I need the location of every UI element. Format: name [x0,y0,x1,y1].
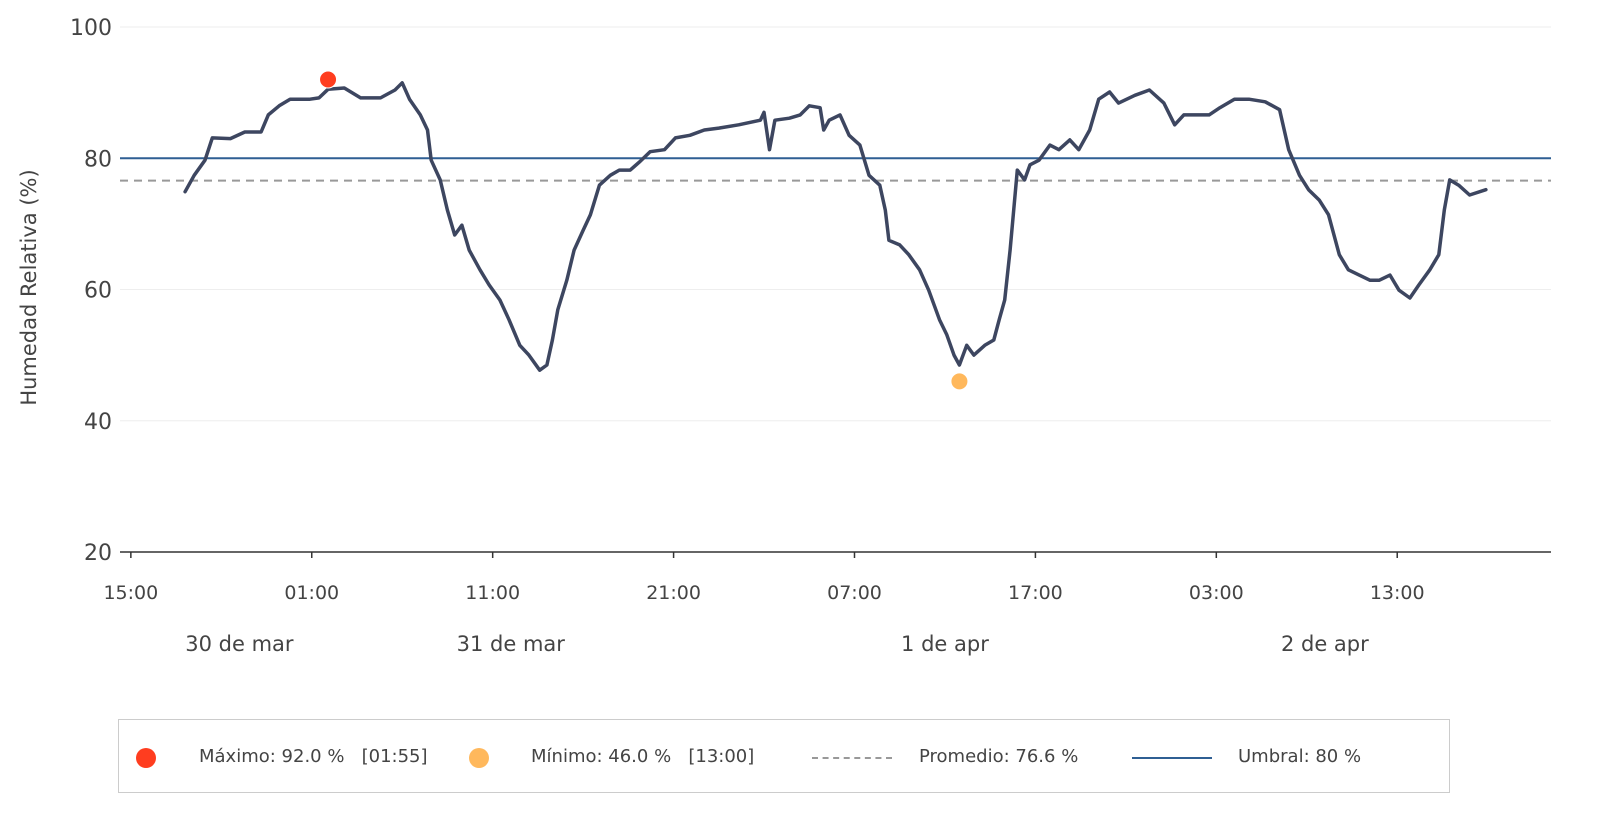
legend: Máximo: 92.0 % [01:55] Mínimo: 46.0 % [1… [118,719,1450,793]
x-tick-label: 03:00 [1189,582,1244,604]
date-label: 2 de apr [1281,632,1369,656]
humidity-series-line [183,81,1488,372]
x-tick-label: 01:00 [284,582,339,604]
legend-max-label: Máximo: 92.0 % [01:55] [199,746,428,767]
legend-max-marker [136,748,156,768]
y-tick-label: 100 [70,16,112,41]
y-tick-label: 40 [84,410,112,435]
x-tick-label: 11:00 [465,582,520,604]
y-tick-label: 80 [84,147,112,172]
x-tick-label: 21:00 [646,582,701,604]
date-label: 1 de apr [901,632,989,656]
x-tick-label: 07:00 [827,582,882,604]
legend-avg-label: Promedio: 76.6 % [919,746,1079,767]
legend-threshold-line [1132,757,1212,759]
x-tick-label: 13:00 [1370,582,1425,604]
max-point-marker [319,70,338,89]
x-tick-label: 15:00 [103,582,158,604]
date-label: 31 de mar [457,632,566,656]
y-tick-label: 60 [84,279,112,304]
legend-threshold-label: Umbral: 80 % [1238,746,1362,767]
date-label: 30 de mar [185,632,294,656]
y-axis-label: Humedad Relativa (%) [17,169,41,405]
x-tick-label: 17:00 [1008,582,1063,604]
legend-avg-line [812,757,892,759]
y-tick-label: 20 [84,541,112,566]
legend-min-marker [469,748,489,768]
legend-min-label: Mínimo: 46.0 % [13:00] [531,746,755,767]
min-point-marker [950,372,969,391]
